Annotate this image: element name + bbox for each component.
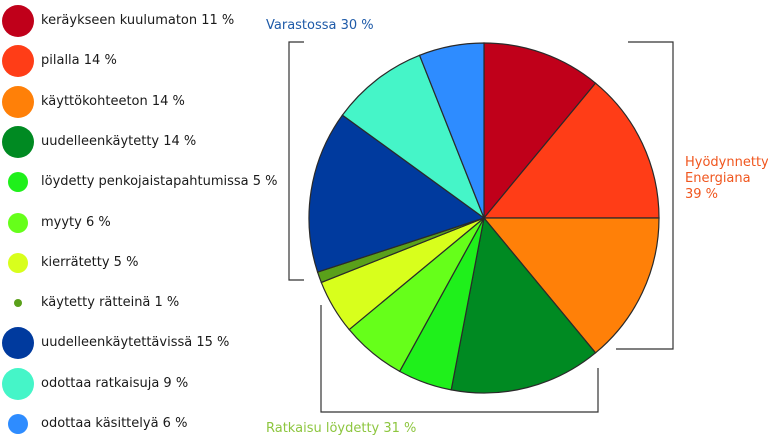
legend-swatch (8, 172, 28, 193)
legend-item: uudelleenkäytetty 14 % (0, 125, 300, 158)
pie-slice (482, 217, 660, 354)
legend-swatch (8, 252, 28, 273)
legend-swatch (2, 5, 34, 37)
group-bracket (320, 305, 599, 413)
legend-item: myyty 6 % (0, 208, 300, 238)
legend-item: odottaa ratkaisuja 9 % (0, 367, 300, 400)
legend-label: odottaa ratkaisuja 9 % (41, 375, 189, 391)
legend-swatch (8, 212, 28, 233)
legend-swatch (2, 45, 34, 78)
legend-label: uudelleenkäytettävissä 15 % (41, 335, 230, 351)
legend-label: myyty 6 % (41, 214, 111, 230)
legend-item: pilalla 14 % (0, 45, 300, 78)
legend-item: uudelleenkäytettävissä 15 % (0, 327, 300, 360)
legend-label: uudelleenkäytetty 14 % (41, 133, 197, 149)
legend-label: käyttökohteeton 14 % (41, 93, 185, 109)
legend-swatch (2, 85, 34, 118)
pie-slice (341, 54, 486, 220)
legend-label: keräykseen kuulumaton 11 % (41, 13, 235, 28)
group-label-hyodynnetty-energiana: Hyödynnetty Energiana 39 % (685, 155, 768, 202)
legend-label: kierrätetty 5 % (41, 254, 139, 270)
legend-swatch (8, 414, 28, 434)
legend-item: löydetty penkojaistapahtumissa 5 % (0, 167, 300, 197)
legend-swatch (2, 327, 34, 360)
group-label-ratkaisu-loydetty: Ratkaisu löydetty 31 % (266, 421, 417, 436)
pie-slice (482, 82, 660, 219)
pie-slice (418, 42, 485, 219)
legend-swatch (2, 367, 34, 400)
legend-label: käytetty rätteinä 1 % (41, 295, 180, 311)
pie-slice (450, 216, 597, 394)
legend-label: löydetty penkojaistapahtumissa 5 % (41, 174, 278, 190)
group-bracket (288, 41, 304, 281)
legend-label: pilalla 14 % (41, 53, 117, 69)
legend-swatch (14, 299, 22, 308)
legend-item: käytetty rätteinä 1 % (0, 288, 300, 318)
legend-item: kierrätetty 5 % (0, 248, 300, 278)
legend-item: käyttökohteeton 14 % (0, 85, 300, 118)
group-label-varastossa: Varastossa 30 % (266, 18, 374, 33)
pie-slice (308, 114, 486, 273)
legend-swatch (2, 125, 34, 158)
legend-item: keräykseen kuulumaton 11 % (0, 5, 300, 37)
legend-label: odottaa käsittelyä 6 % (41, 416, 188, 431)
group-bracket (616, 41, 674, 350)
legend-item: odottaa käsittelyä 6 % (0, 409, 300, 439)
pie-slice (483, 42, 597, 220)
